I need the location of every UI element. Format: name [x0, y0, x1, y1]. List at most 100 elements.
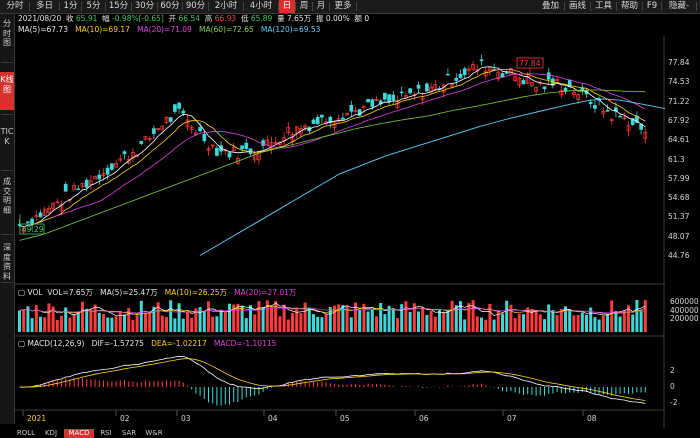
toolbar-right-2[interactable]: 工具 — [594, 1, 612, 11]
candle-body — [517, 77, 522, 86]
volume-bar — [30, 318, 34, 332]
left-tab-1[interactable]: K线图 — [0, 72, 14, 110]
toolbar-right-1[interactable]: 画线 — [568, 1, 586, 11]
volume-bar — [202, 311, 206, 332]
open-value: 66.54 — [178, 14, 201, 23]
volume-bar — [228, 303, 231, 332]
volume-bar — [123, 314, 126, 332]
volume-bar — [433, 316, 437, 332]
volume-bar — [324, 314, 328, 332]
vol-collapse-icon[interactable]: ▢ — [18, 288, 26, 297]
toolbar-divider — [157, 2, 158, 11]
volume-bar — [496, 310, 500, 332]
volume-bar — [270, 306, 273, 332]
toolbar-divider — [208, 2, 209, 11]
volume-bar — [190, 317, 194, 332]
period-tab-5[interactable]: 30分 — [134, 1, 155, 11]
toolbar-right-0[interactable]: 叠加 — [541, 1, 559, 11]
indicator-tab-0[interactable]: ROLL — [16, 429, 36, 437]
indicator-tab-2[interactable]: MACD — [64, 429, 94, 438]
candle-body — [626, 125, 631, 132]
volume-bar — [484, 319, 488, 332]
toolbar-right-5[interactable]: 隐藏- — [668, 1, 690, 11]
candle-body — [26, 221, 30, 223]
toolbar-divider — [661, 2, 662, 11]
volume-bar — [18, 310, 21, 332]
volume-bar — [282, 304, 286, 332]
toolbar-right-4[interactable]: F9 — [646, 1, 658, 11]
volume-bar — [408, 311, 412, 332]
macd-dif: DIF=-1.57275 — [91, 339, 144, 348]
volume-bar — [34, 305, 38, 332]
period-tab-7[interactable]: 90分 — [185, 1, 206, 11]
period-tab-2[interactable]: 1分 — [63, 1, 78, 11]
volume-bar — [118, 311, 122, 332]
left-tab-4[interactable]: 深度资料 — [3, 243, 11, 281]
volume-bar — [291, 313, 294, 332]
indicator-tab-1[interactable]: KDJ — [44, 429, 58, 437]
toolbar-divider — [590, 2, 591, 11]
volume-bar — [597, 319, 601, 332]
volume-bar — [43, 317, 47, 332]
candle-body — [555, 79, 559, 82]
volume-bar — [606, 314, 609, 332]
volume-bar — [635, 299, 639, 332]
indicator-tab-3[interactable]: RSI — [100, 429, 112, 437]
volume-bar — [139, 300, 143, 332]
candle-body — [231, 147, 236, 152]
date-tick-label: 04 — [268, 414, 278, 423]
volume-bar — [307, 308, 311, 332]
candle-body — [513, 76, 517, 82]
volume-bar — [211, 316, 215, 332]
period-tab-11[interactable]: 周 — [299, 1, 309, 11]
candle-body — [530, 82, 534, 87]
volume-bar — [89, 309, 93, 332]
volume-bar — [219, 309, 223, 332]
period-tab-4[interactable]: 15分 — [108, 1, 129, 11]
period-tab-9[interactable]: 4小时 — [249, 1, 273, 11]
candle-body — [362, 106, 366, 108]
period-tab-12[interactable]: 月 — [316, 1, 326, 11]
period-tab-10[interactable]: 日 — [279, 0, 295, 13]
left-tab-0[interactable]: 分时图 — [3, 19, 11, 47]
candle-body — [194, 132, 198, 135]
candle-body — [416, 84, 421, 89]
vol-tick-label: 400000 — [670, 306, 699, 315]
candle-body — [252, 152, 257, 161]
period-tab-3[interactable]: 5分 — [86, 1, 101, 11]
candle-body — [609, 118, 614, 122]
toolbar-divider — [59, 2, 60, 11]
candle-body — [576, 94, 580, 100]
volume-bar — [501, 314, 504, 332]
macd-collapse-icon[interactable]: ▢ — [18, 339, 26, 348]
volume-bar — [148, 311, 152, 332]
volume-bar — [207, 301, 210, 332]
toolbar-divider — [29, 2, 30, 11]
ma5-legend: MA(5)=67.73 — [18, 25, 68, 34]
price-tick-label: 57.99 — [668, 173, 690, 183]
vol-ma10: MA(10)=26.25万 — [164, 288, 227, 297]
low-value: 65.89 — [250, 14, 273, 23]
candle-body — [282, 137, 286, 141]
indicator-tab-5[interactable]: W&R — [145, 429, 163, 437]
toolbar-right-3[interactable]: 帮助 — [620, 1, 638, 11]
left-tab-3[interactable]: 成交明细 — [3, 177, 11, 215]
period-tab-13[interactable]: 更多 — [334, 1, 352, 11]
candle-body — [202, 133, 207, 142]
period-tab-8[interactable]: 2小时 — [214, 1, 238, 11]
volume-bar — [186, 311, 189, 332]
toolbar-divider — [356, 2, 357, 11]
period-tab-1[interactable]: 多日 — [35, 1, 53, 11]
volume-bar — [232, 304, 236, 332]
candle-body — [59, 203, 64, 212]
kline-chart[interactable]: 77.84 49.29 2021 02 03 04 05 06 07 08 — [15, 36, 665, 428]
macd-tick-label: 0 — [670, 382, 675, 391]
left-tab-divider — [1, 62, 13, 63]
candle-body — [462, 68, 467, 75]
period-tab-6[interactable]: 60分 — [160, 1, 180, 11]
candle-body — [366, 99, 370, 103]
period-tab-0[interactable]: 分时 — [6, 1, 24, 11]
left-tab-2[interactable]: TICK — [0, 127, 14, 146]
indicator-tab-4[interactable]: SAR — [121, 429, 137, 437]
toolbar-divider — [295, 2, 296, 11]
